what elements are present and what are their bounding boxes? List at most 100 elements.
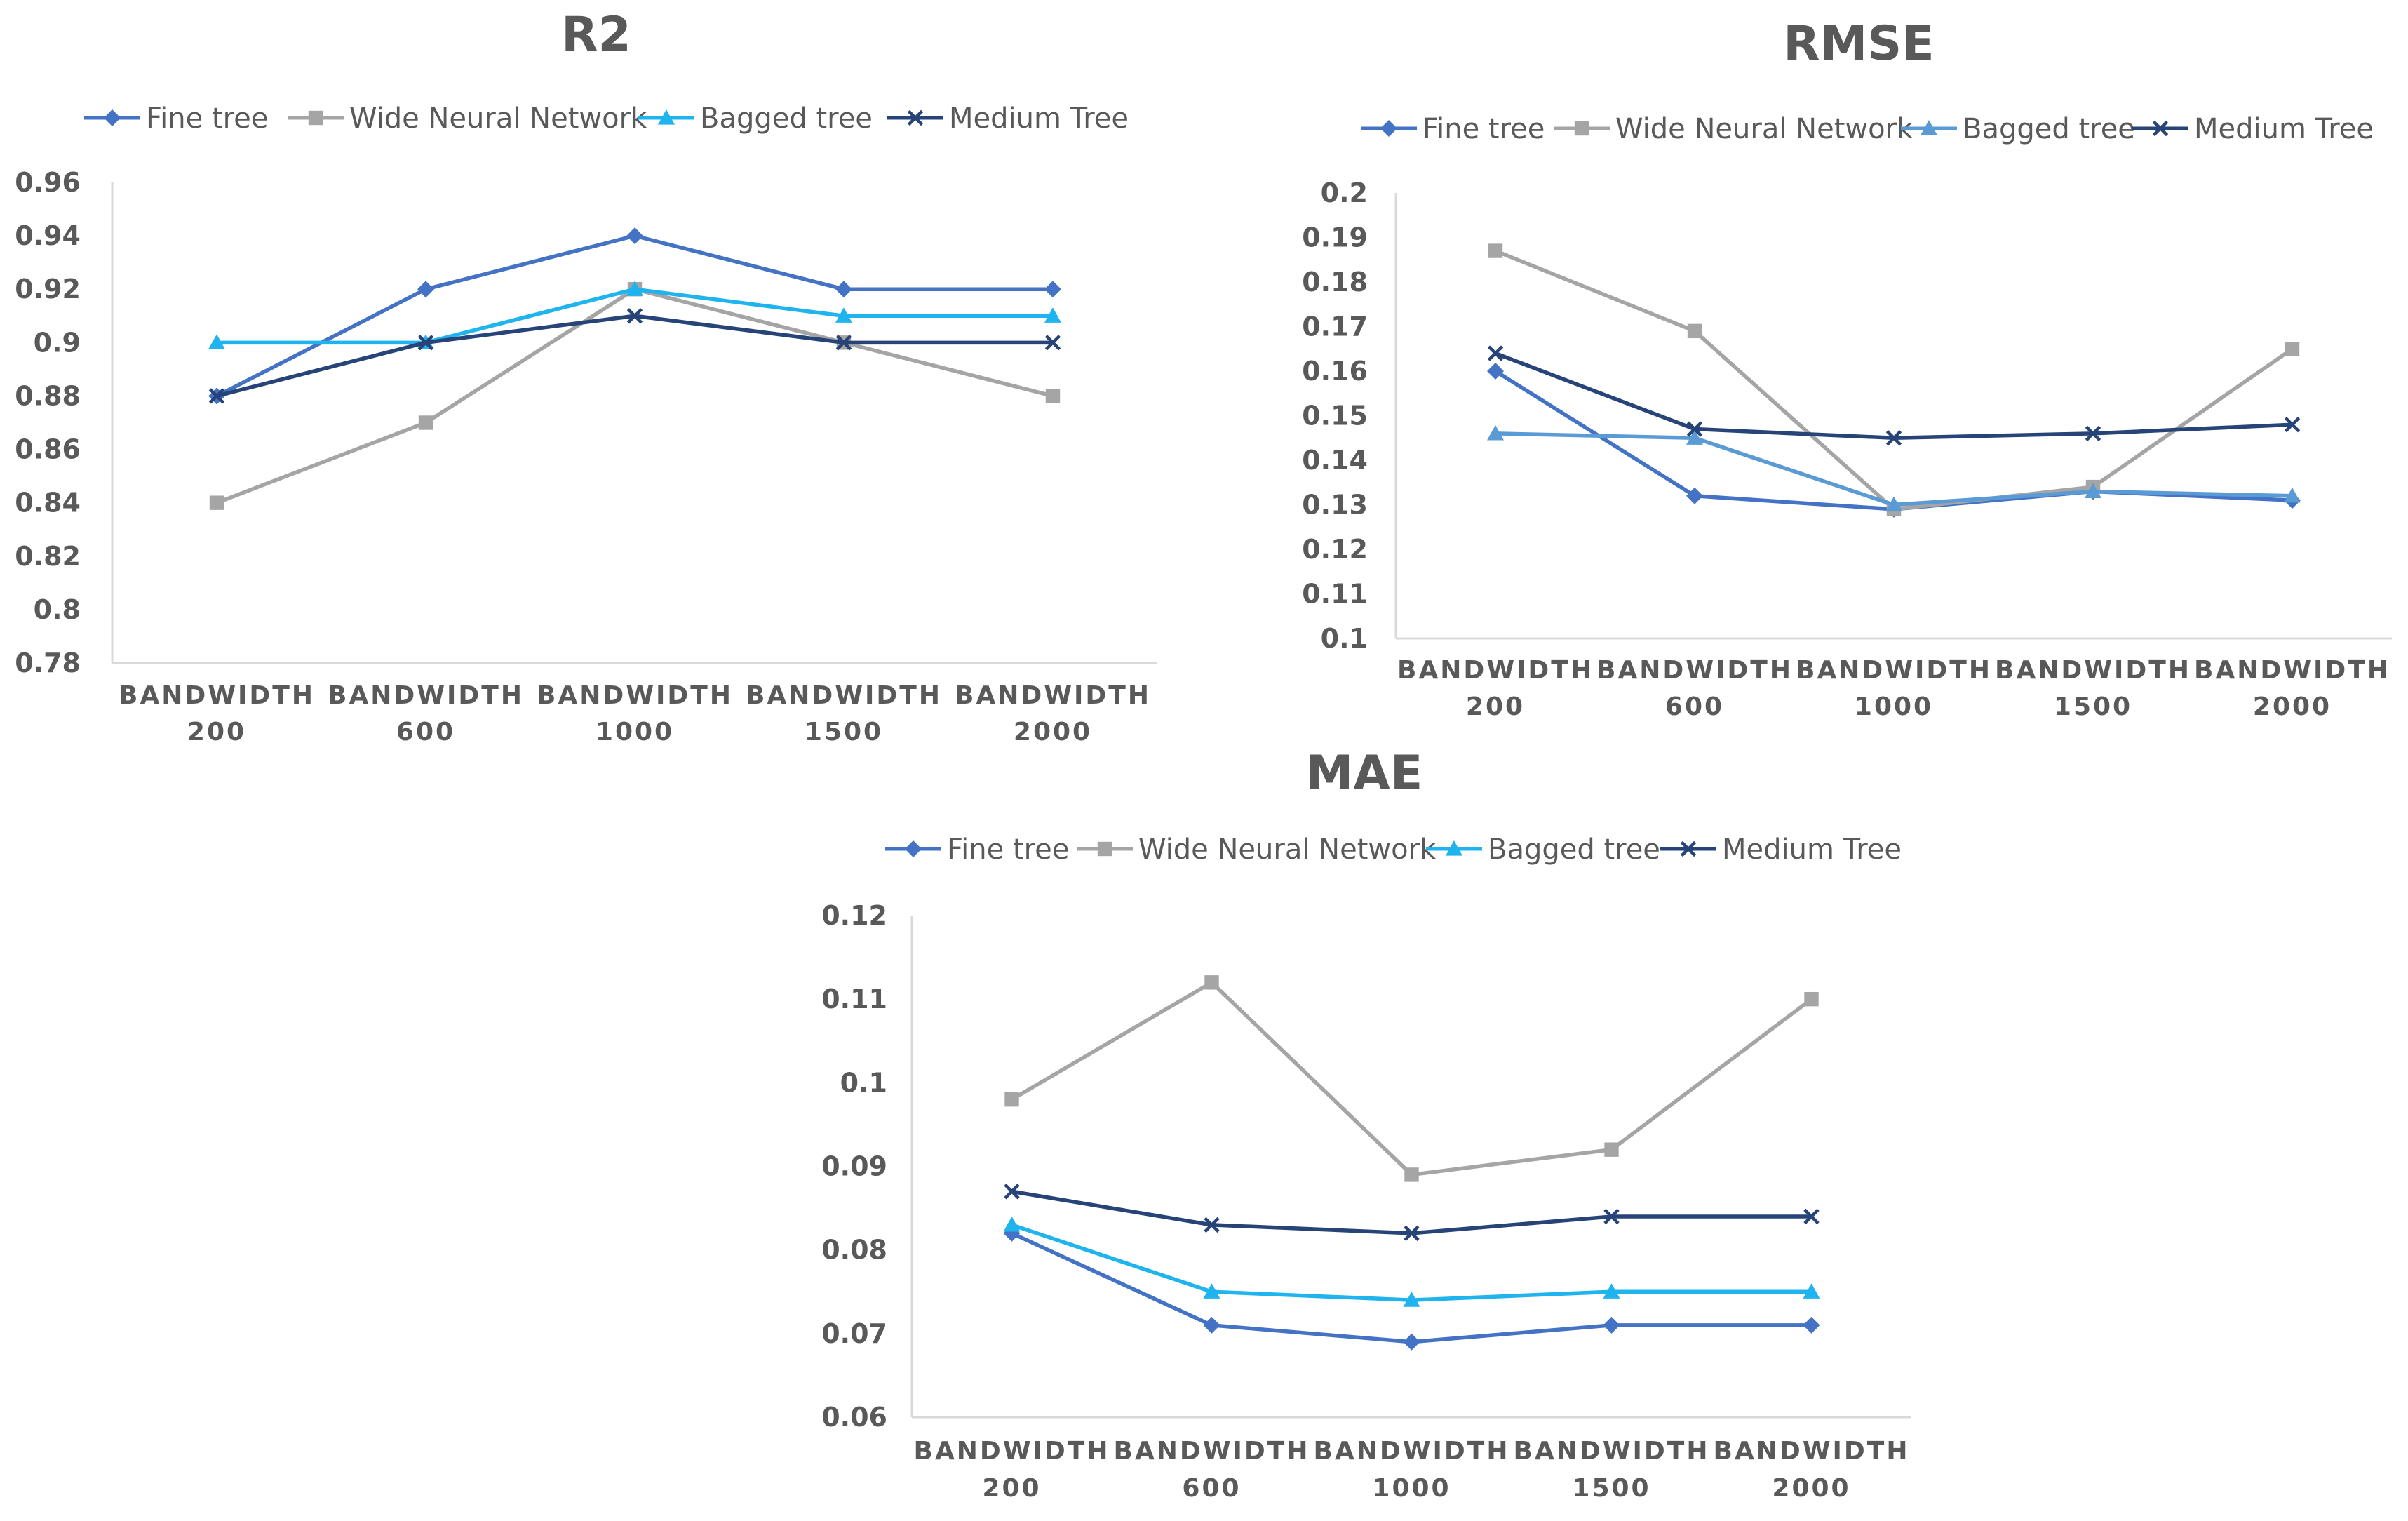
rmse-plot-area [1487, 243, 2301, 518]
r2-legend-label-bagged-tree: Bagged tree [700, 102, 873, 135]
rmse-x-tick-label-line1: BANDWIDTH [2194, 656, 2390, 685]
mae-legend-marker-fine-tree [905, 840, 922, 857]
rmse-y-tick-label: 0.11 [1302, 579, 1368, 610]
rmse-series-line-medium-tree [1493, 351, 2294, 440]
rmse-y-tick-label: 0.18 [1302, 267, 1368, 297]
mae-series-line-medium-tree [1009, 1189, 1814, 1235]
r2-data-point-medium-tree [417, 335, 434, 351]
mae-x-tick-label-line1: BANDWIDTH [1314, 1437, 1510, 1466]
mae-y-tick-label: 0.07 [821, 1318, 887, 1349]
rmse-data-point-medium-tree [2085, 425, 2101, 442]
mae-y-tick-label: 0.1 [840, 1067, 887, 1098]
r2-y-tick-label: 0.92 [15, 274, 81, 304]
r2-data-point-medium-tree [1044, 335, 1061, 351]
mae-x-tick-label-line1: BANDWIDTH [1714, 1437, 1910, 1466]
r2-legend-label-medium-tree: Medium Tree [949, 102, 1129, 135]
mae-legend-item-fine-tree: Fine tree [885, 833, 1069, 866]
rmse-legend-label-fine-tree: Fine tree [1422, 113, 1545, 145]
r2-x-tick-label-line1: BANDWIDTH [328, 681, 524, 710]
mae-data-point-medium-tree [1404, 1225, 1420, 1242]
rmse-series-line-wide-neural-network [1493, 248, 2294, 511]
mae-data-point-bagged-tree [1603, 1283, 1620, 1299]
rmse-data-point-medium-tree [1686, 421, 1703, 437]
mae-data-point-bagged-tree [1003, 1216, 1021, 1232]
r2-data-point-bagged-tree [626, 281, 643, 296]
rmse-data-point-fine-tree [1487, 363, 1504, 380]
mae-series-line-wide-neural-network [1009, 980, 1814, 1177]
r2-y-tick-label: 0.88 [15, 380, 81, 411]
mae-y-tick-label: 0.08 [821, 1235, 887, 1266]
chart-rmse: RMSE Fine tree Wide Neural Network Bagged t… [1302, 16, 2392, 721]
mae-legend-item-bagged-tree: Bagged tree [1426, 833, 1660, 866]
mae-legend-item-medium-tree: Medium Tree [1660, 833, 1902, 866]
r2-data-point-fine-tree [835, 281, 852, 298]
r2-x-tick-label-line2: 600 [396, 718, 455, 746]
rmse-x-tick-label-line2: 1500 [2054, 692, 2132, 721]
r2-data-point-medium-tree [626, 308, 643, 324]
rmse-y-tick-label: 0.13 [1302, 490, 1368, 521]
mae-x-tick-label-line2: 200 [982, 1474, 1041, 1503]
r2-y-tick-label: 0.78 [15, 648, 81, 678]
mae-data-point-fine-tree [1403, 1333, 1420, 1351]
r2-data-point-wide-neural-network [418, 415, 433, 430]
r2-chart-title: R2 [561, 7, 631, 62]
r2-data-point-wide-neural-network [1045, 389, 1061, 403]
mae-y-axis: 0.06 0.07 0.08 0.09 0.1 0.11 0.12 [821, 900, 887, 1433]
r2-legend-item-wide-neural-network: Wide Neural Network [288, 102, 647, 135]
mae-x-tick-label-line1: BANDWIDTH [914, 1437, 1110, 1466]
rmse-series-bagged-tree [1487, 424, 2301, 512]
rmse-y-tick-label: 0.16 [1302, 356, 1368, 387]
mae-data-point-fine-tree [1203, 1316, 1220, 1334]
mae-data-point-bagged-tree [1403, 1292, 1420, 1307]
rmse-x-tick-label-line1: BANDWIDTH [1796, 656, 1992, 685]
rmse-chart-title: RMSE [1783, 16, 1934, 72]
rmse-x-axis: BANDWIDTH 200 BANDWIDTH 600 BANDWIDTH 1000 BAN… [1397, 656, 2390, 721]
rmse-legend: Fine tree Wide Neural Network Bagged tree M… [1361, 113, 2374, 145]
mae-legend-marker-medium-tree [1680, 840, 1697, 857]
r2-data-point-bagged-tree [1044, 307, 1061, 323]
rmse-y-tick-label: 0.17 [1302, 311, 1368, 342]
mae-series-medium-tree [1004, 1184, 1820, 1242]
mae-data-point-wide-neural-network [1004, 1092, 1019, 1107]
mae-data-point-wide-neural-network [1804, 991, 1819, 1007]
mae-x-tick-label-line2: 2000 [1772, 1474, 1850, 1503]
rmse-y-tick-label: 0.2 [1321, 177, 1368, 208]
rmse-data-point-bagged-tree [2284, 487, 2301, 503]
mae-legend-label-wide-neural-network: Wide Neural Network [1138, 833, 1437, 866]
mae-x-tick-label-line2: 1000 [1372, 1474, 1451, 1503]
mae-x-tick-label-line2: 1500 [1572, 1474, 1650, 1503]
mae-legend-label-fine-tree: Fine tree [947, 833, 1069, 866]
mae-x-tick-label-line1: BANDWIDTH [1114, 1437, 1310, 1466]
mae-x-tick-label-line2: 600 [1182, 1474, 1241, 1503]
rmse-y-tick-label: 0.12 [1302, 534, 1368, 565]
rmse-x-tick-label-line2: 1000 [1855, 692, 1933, 721]
r2-legend-label-wide-neural-network: Wide Neural Network [349, 102, 647, 135]
rmse-legend-marker-bagged-tree [1921, 120, 1937, 135]
rmse-legend-marker-wide-neural-network [1574, 121, 1589, 136]
rmse-legend-label-medium-tree: Medium Tree [2194, 113, 2374, 145]
r2-y-tick-label: 0.8 [34, 594, 81, 625]
mae-data-point-fine-tree [1603, 1316, 1620, 1334]
rmse-y-tick-label: 0.14 [1302, 445, 1368, 476]
mae-data-point-wide-neural-network [1204, 975, 1219, 990]
r2-data-point-medium-tree [835, 335, 852, 351]
mae-data-point-fine-tree [1803, 1316, 1820, 1334]
mae-legend-label-medium-tree: Medium Tree [1722, 833, 1902, 866]
rmse-legend-label-bagged-tree: Bagged tree [1963, 113, 2135, 145]
r2-legend-marker-fine-tree [104, 109, 121, 126]
mae-legend: Fine tree Wide Neural Network Bagged tree M… [885, 833, 1902, 866]
mae-series-line-fine-tree [1009, 1231, 1814, 1344]
rmse-data-point-bagged-tree [1487, 424, 1504, 441]
rmse-x-tick-label-line1: BANDWIDTH [1995, 656, 2191, 685]
mae-data-point-wide-neural-network [1604, 1142, 1619, 1157]
mae-y-tick-label: 0.12 [821, 900, 887, 931]
r2-x-tick-label-line1: BANDWIDTH [746, 681, 942, 710]
r2-legend-item-fine-tree: Fine tree [84, 102, 268, 135]
mae-legend-marker-bagged-tree [1446, 840, 1462, 856]
r2-y-tick-label: 0.86 [15, 434, 81, 465]
rmse-series-medium-tree [1487, 345, 2301, 446]
mae-y-tick-label: 0.06 [821, 1402, 887, 1433]
r2-series-line-wide-neural-network [215, 287, 1055, 505]
r2-y-tick-label: 0.94 [15, 220, 81, 251]
r2-legend-marker-wide-neural-network [308, 110, 323, 126]
